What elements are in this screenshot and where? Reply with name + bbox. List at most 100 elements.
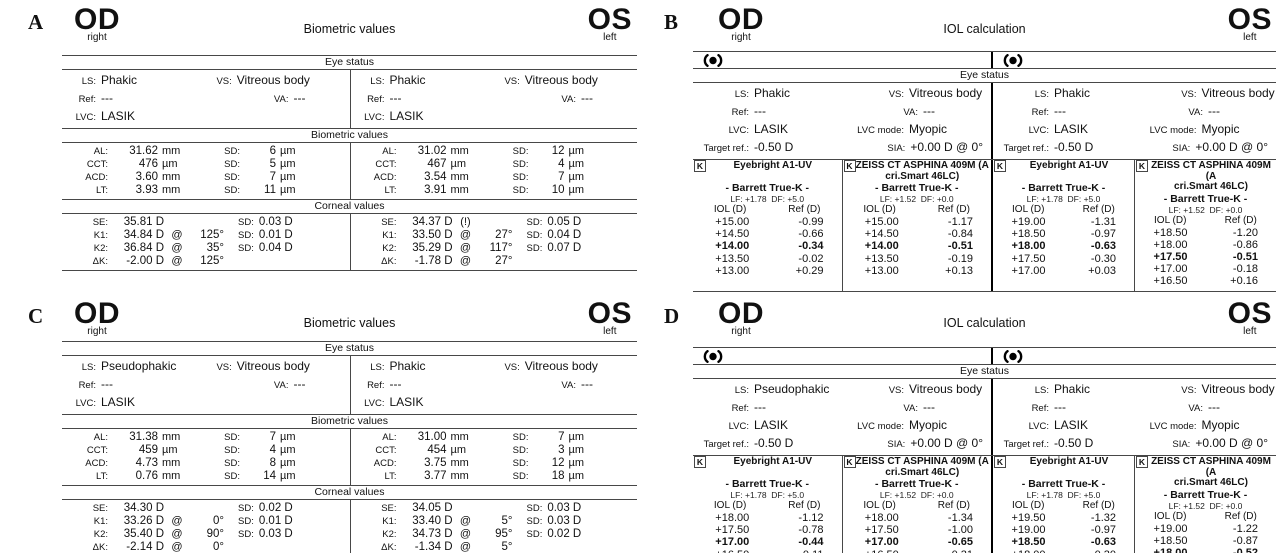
field-value: 3.60: [135, 171, 158, 183]
status-row: LS: Phakic VS: Vitreous body: [693, 85, 991, 103]
od-text: OD: [718, 3, 764, 36]
iol-row: +13.50 -0.19: [843, 253, 992, 265]
refraction-value: -0.63: [1090, 240, 1116, 253]
field-value: Pseudophakic: [101, 359, 177, 373]
field-value: -1.34 D: [414, 541, 453, 553]
iol-lens-name: ZEISS CT ASPHINA 409M (A cri.Smart 46LC): [1135, 456, 1276, 489]
field-value: Vitreous body: [909, 86, 983, 100]
field-label: K2:: [382, 529, 397, 540]
sd-label: SD:: [224, 159, 240, 170]
iol-lens-name-line: ZEISS CT ASPHINA 409M (A: [855, 456, 989, 467]
sd-value: 10: [551, 184, 565, 196]
refraction-header: Ref (D): [937, 500, 970, 511]
status-pair: VS: Vitreous body: [494, 72, 637, 90]
field-label: CCT:: [375, 159, 397, 170]
warning-flag: (!): [460, 216, 471, 228]
field-value: LASIK: [754, 418, 789, 432]
iol-table-header: IOL (D) Ref (D): [993, 500, 1134, 512]
os-iol-columns: K Eyebright A1-UV - Barrett True-K - LF: +1…: [991, 456, 1276, 553]
field-label: LVC:: [364, 112, 385, 123]
panel-title: Biometric values: [303, 22, 396, 36]
sd-label: SD:: [238, 529, 254, 540]
field-label: VS:: [216, 362, 232, 373]
sd-value: 18: [551, 470, 565, 482]
field-label: ΔK:: [381, 542, 397, 553]
os-subtext: left: [1243, 326, 1257, 337]
status-pair: Target ref.: -0.50 D: [693, 435, 842, 453]
iol-power-value: +17.50: [715, 524, 750, 537]
iol-row: +15.00 -0.99: [693, 216, 842, 228]
formula-name: - Barrett True-K -: [725, 478, 809, 490]
unit-label: µm: [568, 470, 585, 482]
status-pair: LVC mode: Myopic: [842, 121, 991, 139]
corneal-row: K2: 35.40 D @90° SD: 0.03 D: [62, 528, 350, 541]
status-pair: LS: Phakic: [693, 85, 842, 103]
status-pair: VA: ---: [206, 376, 350, 394]
status-row: Ref: --- VA: ---: [993, 399, 1276, 417]
od-text: OD: [74, 3, 120, 36]
sd-value: 12: [551, 457, 565, 469]
field-label: ACD:: [85, 458, 108, 469]
os-subtext: left: [603, 32, 617, 43]
iol-row: +18.00 -0.52: [1135, 547, 1276, 553]
biometric-row: CCT: 476 µm SD: 5 µm: [62, 158, 350, 171]
iol-lens-name-line: cri.Smart 46LC): [1174, 181, 1248, 192]
sd-label: SD:: [512, 471, 529, 482]
k-checkbox: K: [843, 456, 856, 468]
k-checkbox: K: [694, 456, 706, 468]
field-label: LS:: [734, 385, 749, 396]
status-pair: Ref: ---: [351, 376, 494, 394]
field-value: Vitreous body: [236, 359, 310, 373]
field-label: Ref:: [731, 107, 749, 118]
biometric-row: ACD: 3.54 mm SD: 7 µm: [351, 171, 638, 184]
field-label: VS:: [504, 76, 520, 87]
refraction-value: -1.00: [947, 524, 973, 537]
sd-label: SD:: [224, 445, 240, 456]
field-label: VA:: [273, 94, 289, 105]
at-sign: @: [171, 541, 183, 553]
iol-power-header: IOL (D): [863, 204, 896, 215]
iol-lens-name: Eyebright A1-UV: [693, 456, 842, 478]
iol-row: +14.50 -0.66: [693, 228, 842, 240]
refraction-header: Ref (D): [788, 204, 821, 215]
iol-columns-section: K Eyebright A1-UV - Barrett True-K - LF: +1…: [693, 159, 1276, 291]
os-text: OS: [587, 297, 632, 330]
os-biometrics: AL: 31.00 mm SD: 7 µm CCT: 454 µm SD: 3 µm ACD: 3.75 m…: [349, 429, 638, 485]
biometric-row: CCT: 467 µm SD: 4 µm: [351, 158, 638, 171]
field-value: ---: [389, 377, 402, 391]
field-value: Phakic: [754, 86, 791, 100]
at-sign: @: [459, 242, 472, 254]
biometric-row: LT: 3.77 mm SD: 18 µm: [351, 470, 638, 483]
unit-label: µm: [280, 145, 296, 157]
field-value: 35.40 D: [123, 528, 164, 540]
field-label: AL:: [382, 146, 397, 157]
iol-power-value: +18.00: [1011, 240, 1046, 253]
sd-label: SD:: [512, 445, 529, 456]
status-row: LVC: LASIK: [62, 108, 350, 126]
refraction-value: -0.31: [917, 549, 991, 553]
od-label: OD right: [74, 299, 120, 337]
iol-power-value: +17.50: [1011, 252, 1046, 265]
unit-label: mm: [162, 470, 181, 482]
iol-row: +19.00 -0.97: [993, 524, 1134, 536]
unit-label: mm: [162, 184, 181, 196]
biometric-table: Eye status LS: Phakic VS: Vitreous body Ref: -…: [62, 55, 637, 271]
field-value: 31.00: [417, 431, 447, 443]
iol-power-value: +18.00: [715, 512, 750, 524]
field-label: Target ref.:: [1003, 143, 1049, 154]
status-pair: Ref: ---: [993, 399, 1135, 417]
field-label: AL:: [93, 432, 108, 443]
corneal-row: K1: 33.26 D @0° SD: 0.01 D: [62, 515, 350, 528]
status-row: Target ref.: -0.50 D SIA: +0.00 D @ 0°: [693, 139, 991, 157]
status-row: LS: Phakic VS: Vitreous body: [62, 72, 350, 90]
status-row: Target ref.: -0.50 D SIA: +0.00 D @ 0°: [693, 435, 991, 453]
sd-value: 0.01 D: [258, 515, 293, 527]
status-pair: LVC mode: Myopic: [842, 417, 991, 435]
field-label: K1:: [382, 516, 397, 527]
eye-icon: [1002, 349, 1024, 363]
field-label: Target ref.:: [1003, 439, 1049, 450]
field-label: VA:: [903, 107, 918, 118]
iol-power-value: +17.00: [715, 536, 750, 549]
field-value: 33.26 D: [123, 515, 164, 527]
od-biometrics: AL: 31.62 mm SD: 6 µm CCT: 476 µm SD: 5 µm ACD: 3.60 m…: [62, 143, 350, 199]
